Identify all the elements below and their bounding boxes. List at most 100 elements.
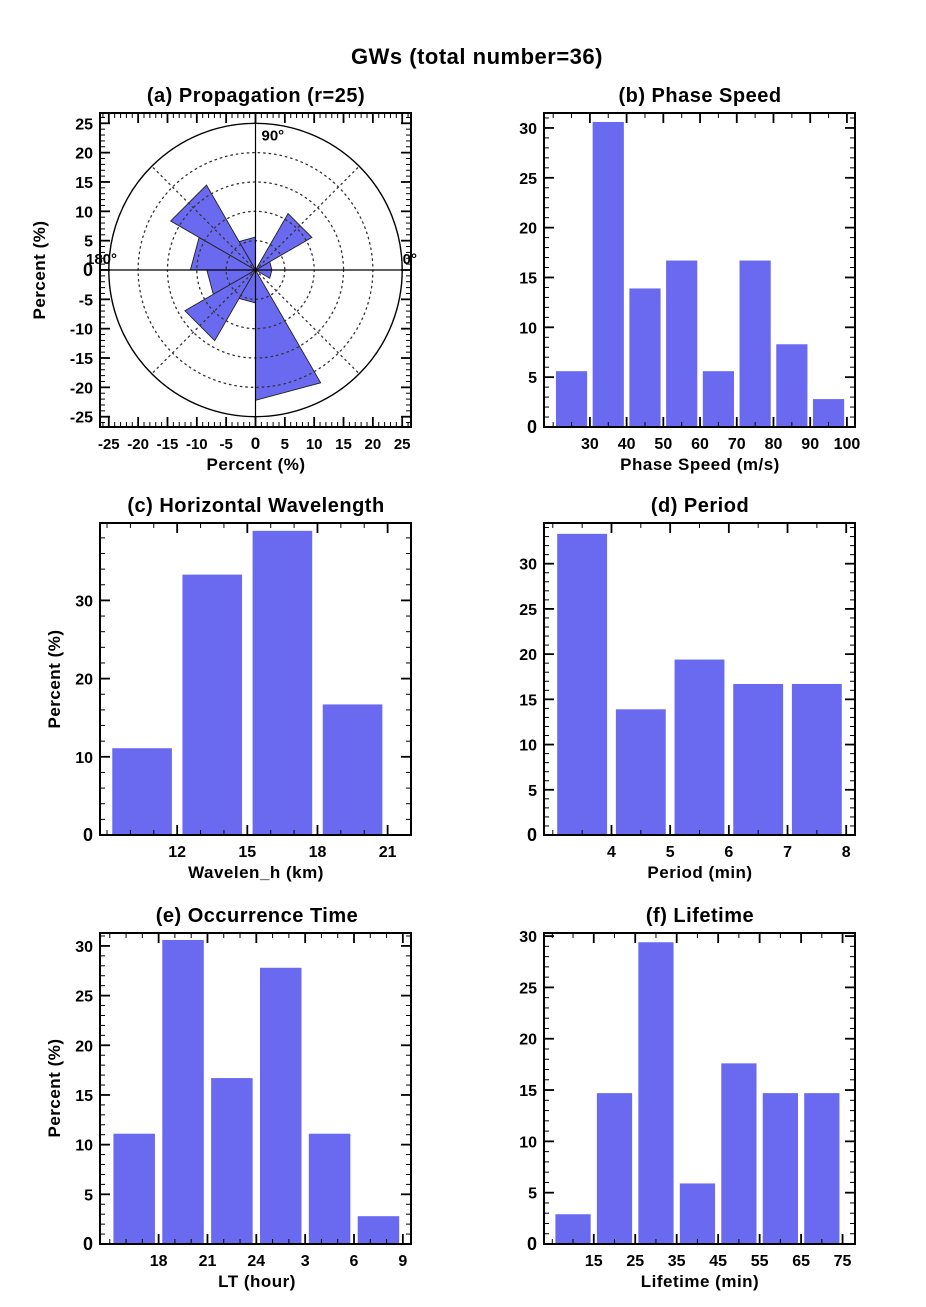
svg-text:55: 55 bbox=[751, 1253, 769, 1270]
svg-text:18: 18 bbox=[309, 844, 327, 861]
svg-text:0: 0 bbox=[251, 434, 260, 453]
svg-text:30: 30 bbox=[519, 929, 537, 946]
panel-d-x-axis-label: Period (min) bbox=[647, 863, 753, 882]
svg-text:-25: -25 bbox=[70, 410, 93, 427]
svg-text:0: 0 bbox=[527, 825, 537, 845]
svg-text:5: 5 bbox=[528, 783, 537, 800]
svg-text:-15: -15 bbox=[157, 436, 179, 453]
panel-e-title: (e) Occurrence Time bbox=[155, 905, 359, 927]
svg-text:21: 21 bbox=[379, 844, 397, 861]
svg-text:-10: -10 bbox=[186, 436, 208, 453]
phase-speed-histogram: 30 40 50 60 70 80 90 100 0 5 10 15 20 25 30 bbox=[519, 112, 860, 453]
svg-text:20: 20 bbox=[75, 672, 93, 689]
svg-text:75: 75 bbox=[834, 1253, 852, 1270]
svg-text:15: 15 bbox=[519, 270, 537, 287]
svg-text:-20: -20 bbox=[127, 436, 149, 453]
svg-text:15: 15 bbox=[75, 1088, 93, 1105]
svg-text:0: 0 bbox=[83, 260, 93, 280]
panel-e-x-axis-label: LT (hour) bbox=[218, 1272, 296, 1291]
panel-c-x-axis-label: Wavelen_h (km) bbox=[188, 863, 324, 882]
svg-text:25: 25 bbox=[75, 116, 93, 133]
panel-b-title: (b) Phase Speed bbox=[618, 85, 782, 107]
svg-text:25: 25 bbox=[519, 171, 537, 188]
panel-c-y-axis-label: Percent (%) bbox=[45, 629, 64, 729]
panel-b-x-axis-label: Phase Speed (m/s) bbox=[620, 455, 780, 474]
svg-text:-5: -5 bbox=[219, 436, 232, 453]
svg-text:0: 0 bbox=[527, 1234, 537, 1254]
panel-d-title: (d) Period bbox=[650, 495, 750, 517]
svg-text:24: 24 bbox=[247, 1253, 265, 1270]
panel-c-title: (c) Horizontal Wavelength bbox=[127, 495, 385, 517]
svg-text:20: 20 bbox=[519, 647, 537, 664]
svg-text:4: 4 bbox=[607, 844, 616, 861]
svg-text:10: 10 bbox=[519, 738, 537, 755]
svg-text:0: 0 bbox=[83, 1234, 93, 1254]
svg-text:50: 50 bbox=[654, 436, 672, 453]
panel-f-x-axis-label: Lifetime (min) bbox=[640, 1272, 760, 1291]
svg-text:5: 5 bbox=[528, 370, 537, 387]
svg-text:25: 25 bbox=[626, 1253, 644, 1270]
svg-text:20: 20 bbox=[519, 221, 537, 238]
svg-text:18: 18 bbox=[150, 1253, 168, 1270]
panel-e-y-axis-label: Percent (%) bbox=[45, 1038, 64, 1138]
svg-text:-5: -5 bbox=[79, 292, 93, 309]
svg-text:25: 25 bbox=[75, 989, 93, 1006]
svg-text:30: 30 bbox=[519, 121, 537, 138]
svg-text:-20: -20 bbox=[70, 380, 93, 397]
svg-text:5: 5 bbox=[84, 1187, 93, 1204]
occurrence-time-histogram: 18 21 24 3 6 9 0 5 10 15 20 25 30 bbox=[75, 932, 412, 1270]
lifetime-histogram: 15 25 35 45 55 65 75 0 5 10 15 20 25 30 bbox=[519, 929, 856, 1270]
svg-text:30: 30 bbox=[519, 557, 537, 574]
svg-text:15: 15 bbox=[75, 175, 93, 192]
figure-title: GWs (total number=36) bbox=[351, 44, 603, 69]
svg-text:90°: 90° bbox=[262, 127, 285, 144]
svg-text:45: 45 bbox=[709, 1253, 727, 1270]
svg-text:30: 30 bbox=[581, 436, 599, 453]
svg-text:6: 6 bbox=[724, 844, 733, 861]
svg-text:10: 10 bbox=[306, 436, 323, 453]
svg-text:65: 65 bbox=[792, 1253, 810, 1270]
svg-text:20: 20 bbox=[519, 1032, 537, 1049]
svg-text:5: 5 bbox=[666, 844, 675, 861]
panel-f-title: (f) Lifetime bbox=[645, 905, 755, 927]
svg-text:20: 20 bbox=[75, 146, 93, 163]
panel-a-title: (a) Propagation (r=25) bbox=[146, 85, 366, 107]
svg-text:180°: 180° bbox=[86, 251, 117, 268]
horizontal-wavelength-histogram: 12 15 18 21 0 10 20 30 bbox=[75, 522, 412, 861]
svg-text:40: 40 bbox=[618, 436, 636, 453]
svg-text:5: 5 bbox=[528, 1186, 537, 1203]
svg-text:60: 60 bbox=[691, 436, 709, 453]
panel-a-y-axis-label: Percent (%) bbox=[30, 220, 49, 320]
svg-text:0: 0 bbox=[527, 417, 537, 437]
svg-text:8: 8 bbox=[842, 844, 851, 861]
svg-text:10: 10 bbox=[519, 320, 537, 337]
svg-text:0: 0 bbox=[83, 825, 93, 845]
svg-text:-15: -15 bbox=[70, 351, 93, 368]
svg-text:15: 15 bbox=[519, 1083, 537, 1100]
svg-text:25: 25 bbox=[519, 602, 537, 619]
svg-text:5: 5 bbox=[84, 234, 93, 251]
svg-text:15: 15 bbox=[519, 692, 537, 709]
svg-text:10: 10 bbox=[75, 1138, 93, 1155]
svg-text:10: 10 bbox=[75, 750, 93, 767]
svg-text:70: 70 bbox=[728, 436, 746, 453]
svg-text:3: 3 bbox=[301, 1253, 310, 1270]
svg-text:90: 90 bbox=[801, 436, 819, 453]
svg-text:20: 20 bbox=[365, 436, 382, 453]
svg-text:10: 10 bbox=[75, 204, 93, 221]
svg-text:25: 25 bbox=[394, 436, 411, 453]
svg-text:-10: -10 bbox=[70, 322, 93, 339]
panel-a-x-axis-label: Percent (%) bbox=[206, 455, 306, 474]
svg-text:30: 30 bbox=[75, 939, 93, 956]
period-histogram: 4 5 6 7 8 0 5 10 15 20 25 30 bbox=[519, 522, 856, 861]
svg-text:10: 10 bbox=[519, 1134, 537, 1151]
svg-text:15: 15 bbox=[335, 436, 352, 453]
svg-text:21: 21 bbox=[199, 1253, 217, 1270]
svg-text:20: 20 bbox=[75, 1038, 93, 1055]
svg-text:-25: -25 bbox=[98, 436, 120, 453]
svg-text:0°: 0° bbox=[403, 251, 417, 268]
svg-text:80: 80 bbox=[765, 436, 783, 453]
svg-text:25: 25 bbox=[519, 980, 537, 997]
svg-text:15: 15 bbox=[585, 1253, 603, 1270]
